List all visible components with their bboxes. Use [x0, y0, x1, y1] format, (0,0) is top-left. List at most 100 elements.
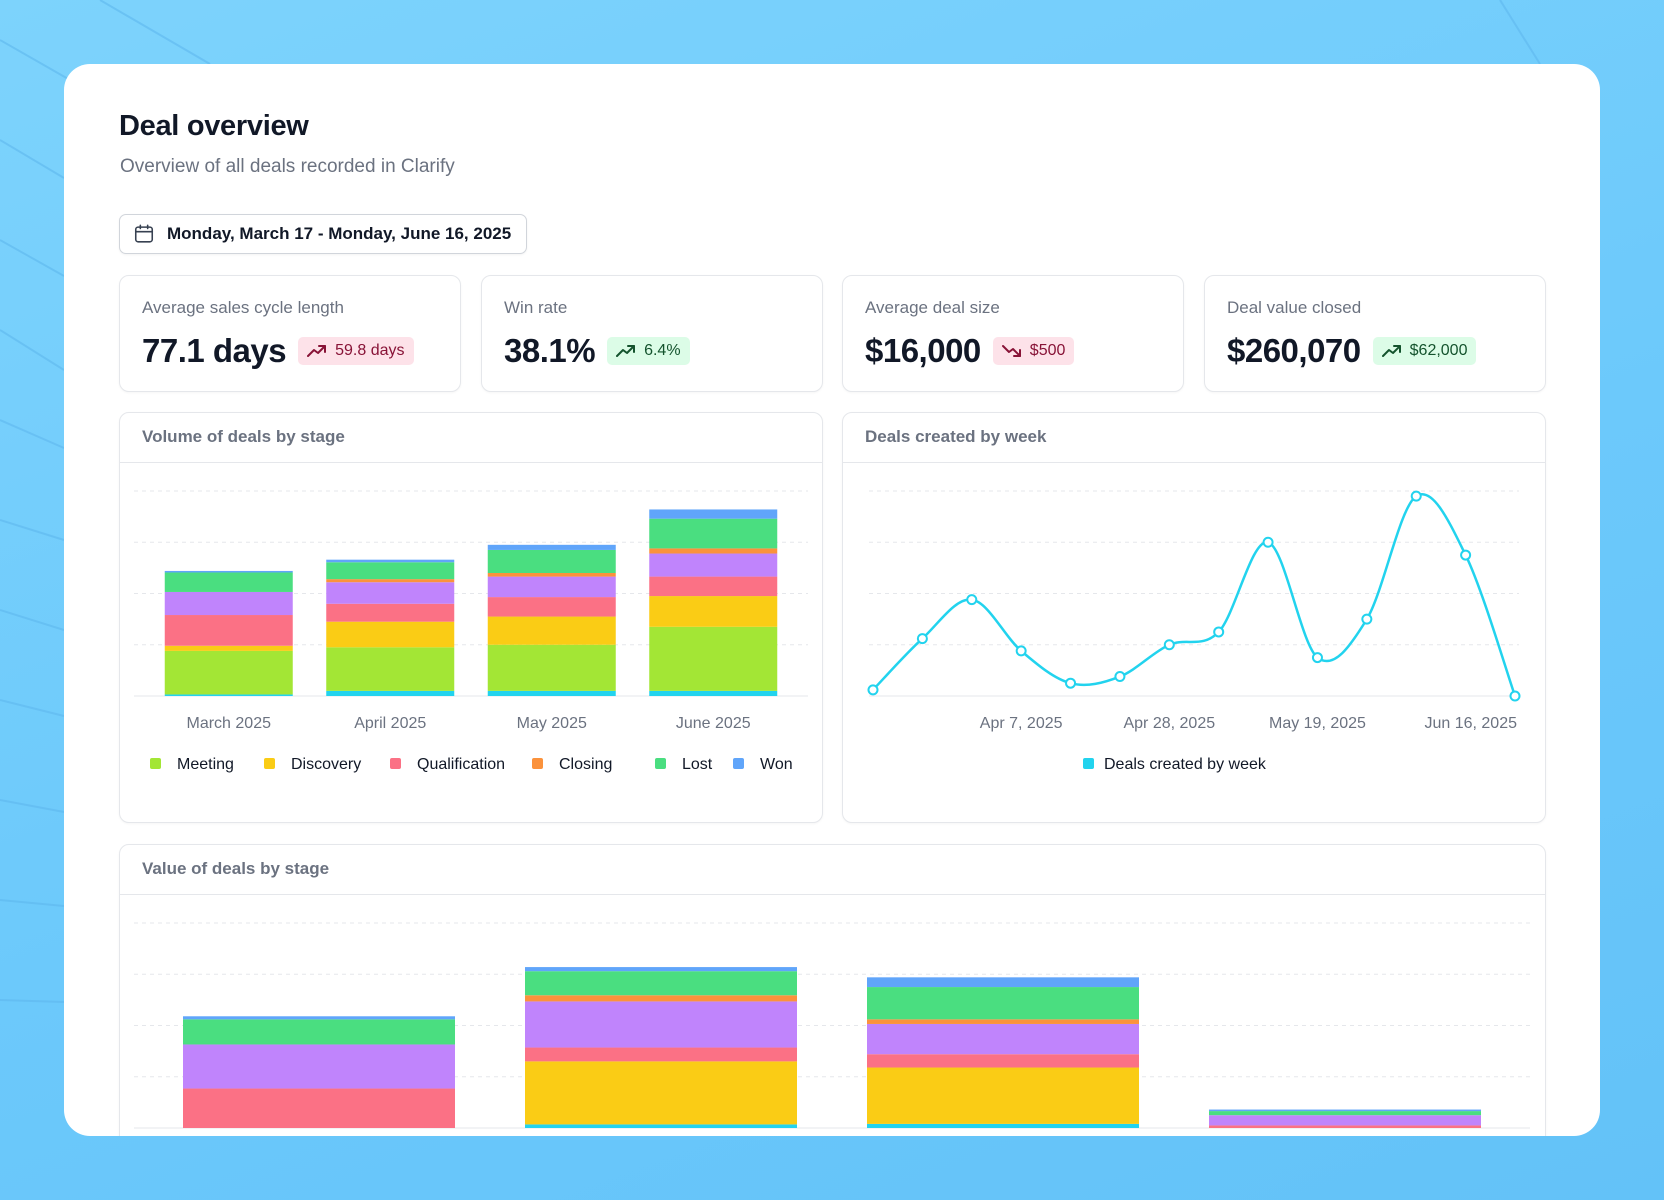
data-point[interactable] [1114, 671, 1126, 683]
bar-segment-discovery[interactable] [525, 1061, 797, 1125]
bar-segment-lost[interactable] [487, 549, 616, 573]
bar-segment-proposal[interactable] [1209, 1115, 1481, 1126]
bar-segment-closing[interactable] [867, 1019, 1139, 1024]
legend-label-closing[interactable]: Closing [559, 756, 612, 773]
kpi-label: Deal value closed [1227, 298, 1362, 317]
data-point[interactable] [867, 684, 879, 696]
bar-segment-closing[interactable] [326, 579, 455, 583]
chart-title: Value of deals by stage [142, 859, 330, 878]
bar-segment-qualification[interactable] [487, 597, 616, 617]
chart-title: Volume of deals by stage [142, 427, 345, 446]
chart-title: Deals created by week [865, 427, 1047, 446]
x-tick-label: June 2025 [676, 715, 751, 732]
data-point[interactable] [1065, 677, 1077, 689]
bar-segment-base[interactable] [487, 690, 616, 696]
bar-segment-meeting[interactable] [649, 626, 778, 691]
bar-segment-won[interactable] [326, 559, 455, 563]
x-tick-label: March 2025 [187, 715, 272, 732]
bar-segment-base[interactable] [867, 1123, 1139, 1128]
bar-segment-won[interactable] [525, 967, 797, 972]
bar-segment-won[interactable] [867, 977, 1139, 988]
bar-segment-meeting[interactable] [164, 650, 293, 695]
legend-label-won[interactable]: Won [760, 756, 793, 773]
data-point[interactable] [1460, 549, 1472, 561]
data-point[interactable] [1015, 645, 1027, 657]
bar-segment-won[interactable] [1209, 1109, 1481, 1112]
kpi-delta-badge: $62,000 [1372, 337, 1477, 365]
bar-segment-qualification[interactable] [1209, 1125, 1481, 1128]
data-point[interactable] [1410, 490, 1422, 502]
kpi-delta-badge: $500 [992, 337, 1075, 365]
bar-segment-discovery[interactable] [649, 596, 778, 627]
kpi-card-sales-cycle: Average sales cycle length 77.1 days 59.… [119, 275, 461, 392]
kpi-delta: $500 [1029, 342, 1066, 359]
weekly-line-chart: Apr 7, 2025 Apr 28, 2025 May 19, 2025 Jun 1… [867, 490, 1521, 773]
bar-segment-base[interactable] [326, 690, 455, 696]
bar-segment-base[interactable] [164, 694, 293, 696]
bar-segment-qualification[interactable] [326, 603, 455, 622]
bar-segment-closing[interactable] [487, 573, 616, 577]
bar-segment-proposal[interactable] [649, 553, 778, 577]
bar-segment-proposal[interactable] [183, 1044, 455, 1089]
legend-label-lost[interactable]: Lost [682, 756, 713, 773]
kpi-card-avg-deal-size: Average deal size $16,000 $500 [842, 275, 1184, 392]
data-point[interactable] [1213, 626, 1225, 638]
bar-segment-qualification[interactable] [649, 576, 778, 597]
bar-segment-meeting[interactable] [326, 647, 455, 691]
bar-segment-meeting[interactable] [487, 644, 616, 691]
bar-segment-closing[interactable] [649, 548, 778, 554]
data-point[interactable] [1361, 613, 1373, 625]
bar-segment-discovery[interactable] [326, 621, 455, 648]
legend-swatch-closing [532, 758, 543, 769]
data-point[interactable] [1163, 639, 1175, 651]
bar-segment-proposal[interactable] [867, 1023, 1139, 1055]
page-subtitle: Overview of all deals recorded in Clarif… [120, 156, 455, 177]
trend-down-icon [1001, 345, 1021, 357]
kpi-label: Average sales cycle length [142, 298, 344, 317]
bar-segment-discovery[interactable] [487, 616, 616, 645]
legend-swatch-meeting [150, 758, 161, 769]
bar-segment-lost[interactable] [867, 987, 1139, 1020]
bar-segment-lost[interactable] [164, 572, 293, 592]
kpi-value: 38.1% [504, 332, 596, 369]
bar-segment-base[interactable] [649, 690, 778, 696]
value-bar-chart [134, 922, 1530, 1129]
deal-overview-panel: Deal overview Overview of all deals reco… [64, 64, 1600, 1136]
bar-segment-base[interactable] [525, 1124, 797, 1128]
bar-segment-discovery[interactable] [164, 645, 293, 651]
data-point[interactable] [1311, 652, 1323, 664]
data-point[interactable] [1509, 690, 1521, 702]
kpi-delta-badge: 6.4% [607, 337, 690, 365]
data-point[interactable] [1262, 536, 1274, 548]
bar-segment-lost[interactable] [326, 562, 455, 580]
kpi-delta: $62,000 [1409, 342, 1468, 359]
bar-segment-proposal[interactable] [164, 591, 293, 616]
bar-segment-won[interactable] [649, 509, 778, 519]
data-point[interactable] [916, 633, 928, 645]
date-range-picker[interactable]: Monday, March 17 - Monday, June 16, 2025 [119, 214, 528, 254]
bar-segment-lost[interactable] [1209, 1111, 1481, 1116]
bar-segment-proposal[interactable] [487, 576, 616, 598]
data-point[interactable] [966, 594, 978, 606]
bar-segment-lost[interactable] [525, 971, 797, 996]
legend-label-qualification[interactable]: Qualification [417, 756, 505, 773]
legend-label-meeting[interactable]: Meeting [177, 756, 234, 773]
bar-segment-qualification[interactable] [525, 1047, 797, 1062]
legend-label-discovery[interactable]: Discovery [291, 756, 361, 773]
bar-segment-lost[interactable] [183, 1019, 455, 1045]
bar-segment-qualification[interactable] [164, 615, 293, 646]
bar-segment-qualification[interactable] [867, 1054, 1139, 1068]
bar-segment-won[interactable] [183, 1016, 455, 1020]
legend-label-deals-created[interactable]: Deals created by week [1104, 756, 1267, 773]
volume-chart-card: Volume of deals by stage March 2025 April… [119, 412, 823, 823]
bar-segment-lost[interactable] [649, 518, 778, 549]
bar-segment-discovery[interactable] [867, 1067, 1139, 1124]
bar-segment-proposal[interactable] [326, 582, 455, 604]
bar-segment-won[interactable] [164, 570, 293, 573]
bar-segment-proposal[interactable] [525, 1001, 797, 1048]
bar-segment-qualification[interactable] [183, 1088, 455, 1128]
bar-segment-won[interactable] [487, 544, 616, 550]
value-chart-card: Value of deals by stage [119, 844, 1546, 1136]
bar-segment-closing[interactable] [525, 995, 797, 1002]
kpi-label: Win rate [504, 298, 568, 317]
